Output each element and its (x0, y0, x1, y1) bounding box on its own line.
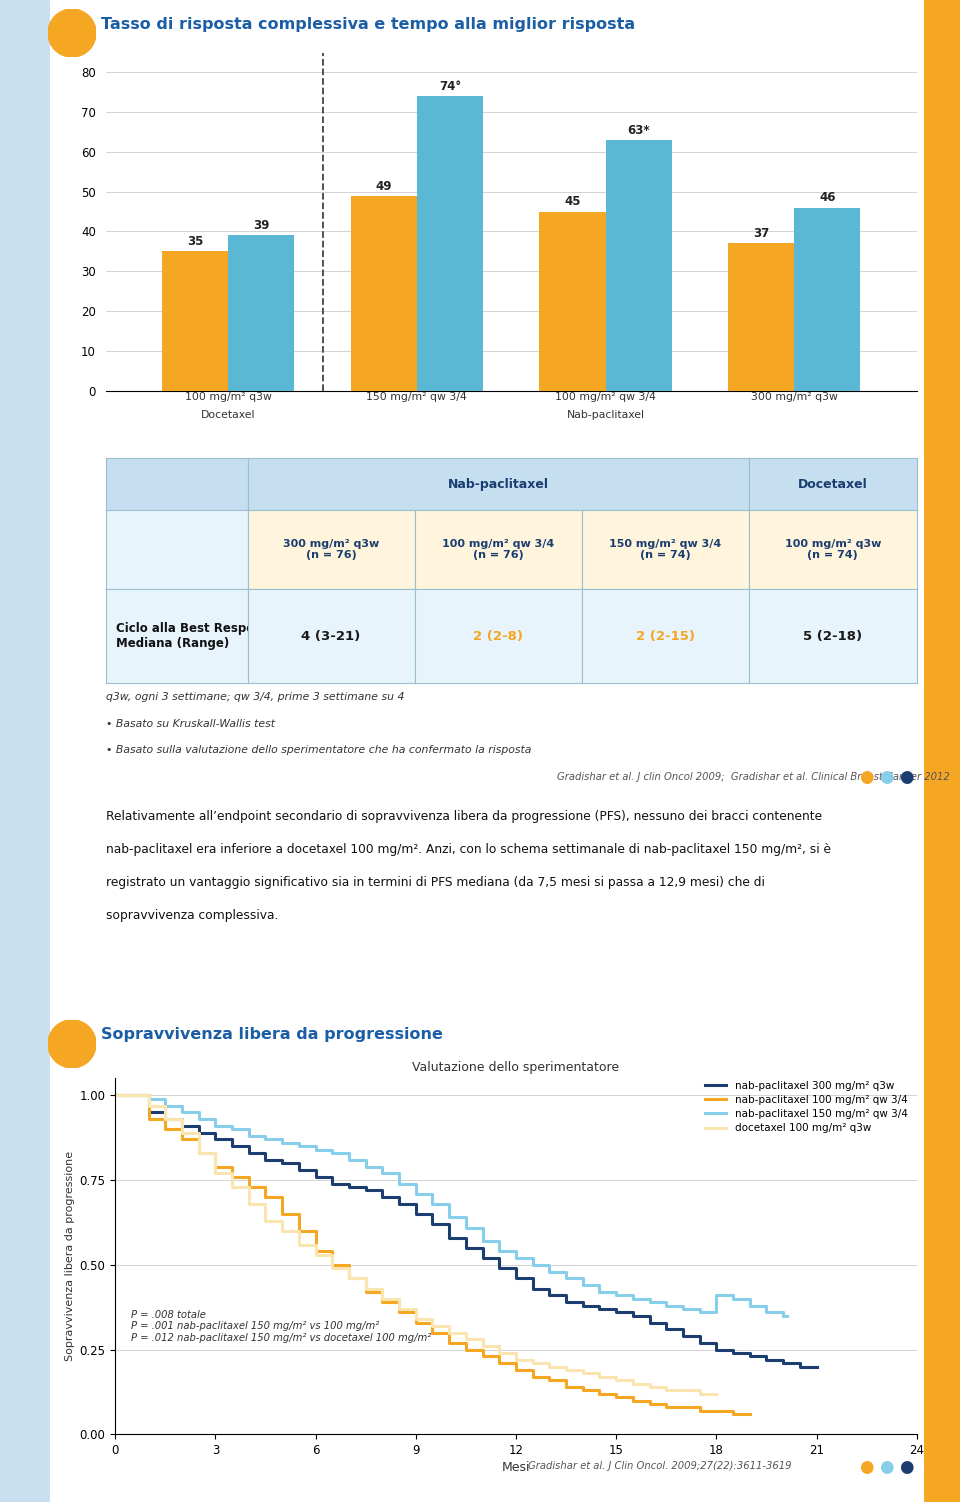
Text: • Basato su Kruskall-Wallis test: • Basato su Kruskall-Wallis test (106, 719, 275, 730)
Bar (162, 251, 228, 391)
Text: 63*: 63* (627, 123, 650, 137)
Text: Docetaxel: Docetaxel (201, 410, 255, 421)
Text: registrato un vantaggio significativo sia in termini di PFS mediana (da 7,5 mesi: registrato un vantaggio significativo si… (106, 876, 764, 889)
Text: 2 (2-8): 2 (2-8) (473, 629, 523, 643)
Text: 4 (3-21): 4 (3-21) (301, 629, 361, 643)
Text: Nab-paclitaxel: Nab-paclitaxel (566, 410, 644, 421)
Bar (228, 236, 295, 391)
Text: ●: ● (900, 768, 914, 786)
Text: 35: 35 (187, 236, 204, 248)
Text: Nab-paclitaxel: Nab-paclitaxel (447, 478, 549, 491)
Text: Sopravvivenza libera da progressione: Sopravvivenza libera da progressione (101, 1027, 443, 1042)
Text: 2 (2-15): 2 (2-15) (636, 629, 695, 643)
Text: • Basato sulla valutazione dello sperimentatore che ha confermato la risposta: • Basato sulla valutazione dello sperime… (106, 745, 531, 756)
Y-axis label: Sopravvivenza libera da progressione: Sopravvivenza libera da progressione (65, 1152, 75, 1361)
Text: 5 (2-18): 5 (2-18) (804, 629, 862, 643)
Text: 100 mg/m² q3w
(n = 74): 100 mg/m² q3w (n = 74) (784, 539, 881, 560)
Text: 100 mg/m² qw 3/4
(n = 76): 100 mg/m² qw 3/4 (n = 76) (443, 539, 554, 560)
Text: 37: 37 (753, 227, 769, 240)
Text: 45: 45 (564, 195, 581, 209)
Text: 100 mg/m² q3w: 100 mg/m² q3w (184, 392, 272, 403)
Text: nab-paclitaxel era inferiore a docetaxel 100 mg/m². Anzi, con lo schema settiman: nab-paclitaxel era inferiore a docetaxel… (106, 843, 830, 856)
Text: Ciclo alla Best Response
Mediana (Range): Ciclo alla Best Response Mediana (Range) (115, 622, 277, 650)
Text: sopravvivenza complessiva.: sopravvivenza complessiva. (106, 909, 278, 922)
Text: Docetaxel: Docetaxel (798, 478, 868, 491)
Text: ●: ● (879, 768, 894, 786)
Text: 300 mg/m² q3w
(n = 76): 300 mg/m² q3w (n = 76) (283, 539, 379, 560)
Text: ●: ● (900, 1458, 914, 1476)
Text: 150 mg/m² qw 3/4: 150 mg/m² qw 3/4 (367, 392, 468, 403)
Bar (417, 96, 483, 391)
Text: ●: ● (859, 768, 874, 786)
Text: 39: 39 (253, 219, 270, 233)
Text: P = .008 totale
P = .001 nab-paclitaxel 150 mg/m² vs 100 mg/m²
P = .012 nab-pacl: P = .008 totale P = .001 nab-paclitaxel … (132, 1310, 431, 1343)
Bar (606, 140, 672, 391)
Text: Gradishar et al. J Clin Oncol. 2009;27(22):3611-3619: Gradishar et al. J Clin Oncol. 2009;27(2… (528, 1461, 791, 1472)
Title: Valutazione dello sperimentatore: Valutazione dello sperimentatore (413, 1062, 619, 1074)
Text: 150 mg/m² qw 3/4
(n = 74): 150 mg/m² qw 3/4 (n = 74) (610, 539, 722, 560)
Text: Tasso di risposta complessiva e tempo alla miglior risposta: Tasso di risposta complessiva e tempo al… (101, 17, 635, 32)
X-axis label: Mesi: Mesi (502, 1461, 530, 1475)
Circle shape (48, 1020, 96, 1068)
Text: Relativamente all’endpoint secondario di sopravvivenza libera da progressione (P: Relativamente all’endpoint secondario di… (106, 810, 822, 823)
Text: 49: 49 (375, 180, 392, 192)
Text: ●: ● (859, 1458, 874, 1476)
Text: 100 mg/m² qw 3/4: 100 mg/m² qw 3/4 (555, 392, 656, 403)
Legend: nab-paclitaxel 300 mg/m² q3w, nab-paclitaxel 100 mg/m² qw 3/4, nab-paclitaxel 15: nab-paclitaxel 300 mg/m² q3w, nab-paclit… (701, 1077, 912, 1137)
Bar (350, 195, 417, 391)
Text: 74°: 74° (439, 80, 461, 93)
Bar (540, 212, 606, 391)
Text: Gradishar et al. J clin Oncol 2009;  Gradishar et al. Clinical Breast Cancer 201: Gradishar et al. J clin Oncol 2009; Grad… (557, 772, 949, 783)
Text: 46: 46 (819, 191, 835, 204)
Text: ●: ● (879, 1458, 894, 1476)
Circle shape (48, 9, 96, 57)
Text: 300 mg/m² q3w: 300 mg/m² q3w (751, 392, 838, 403)
Bar (728, 243, 794, 391)
Bar (794, 207, 860, 391)
Text: q3w, ogni 3 settimane; qw 3/4, prime 3 settimane su 4: q3w, ogni 3 settimane; qw 3/4, prime 3 s… (106, 692, 404, 703)
